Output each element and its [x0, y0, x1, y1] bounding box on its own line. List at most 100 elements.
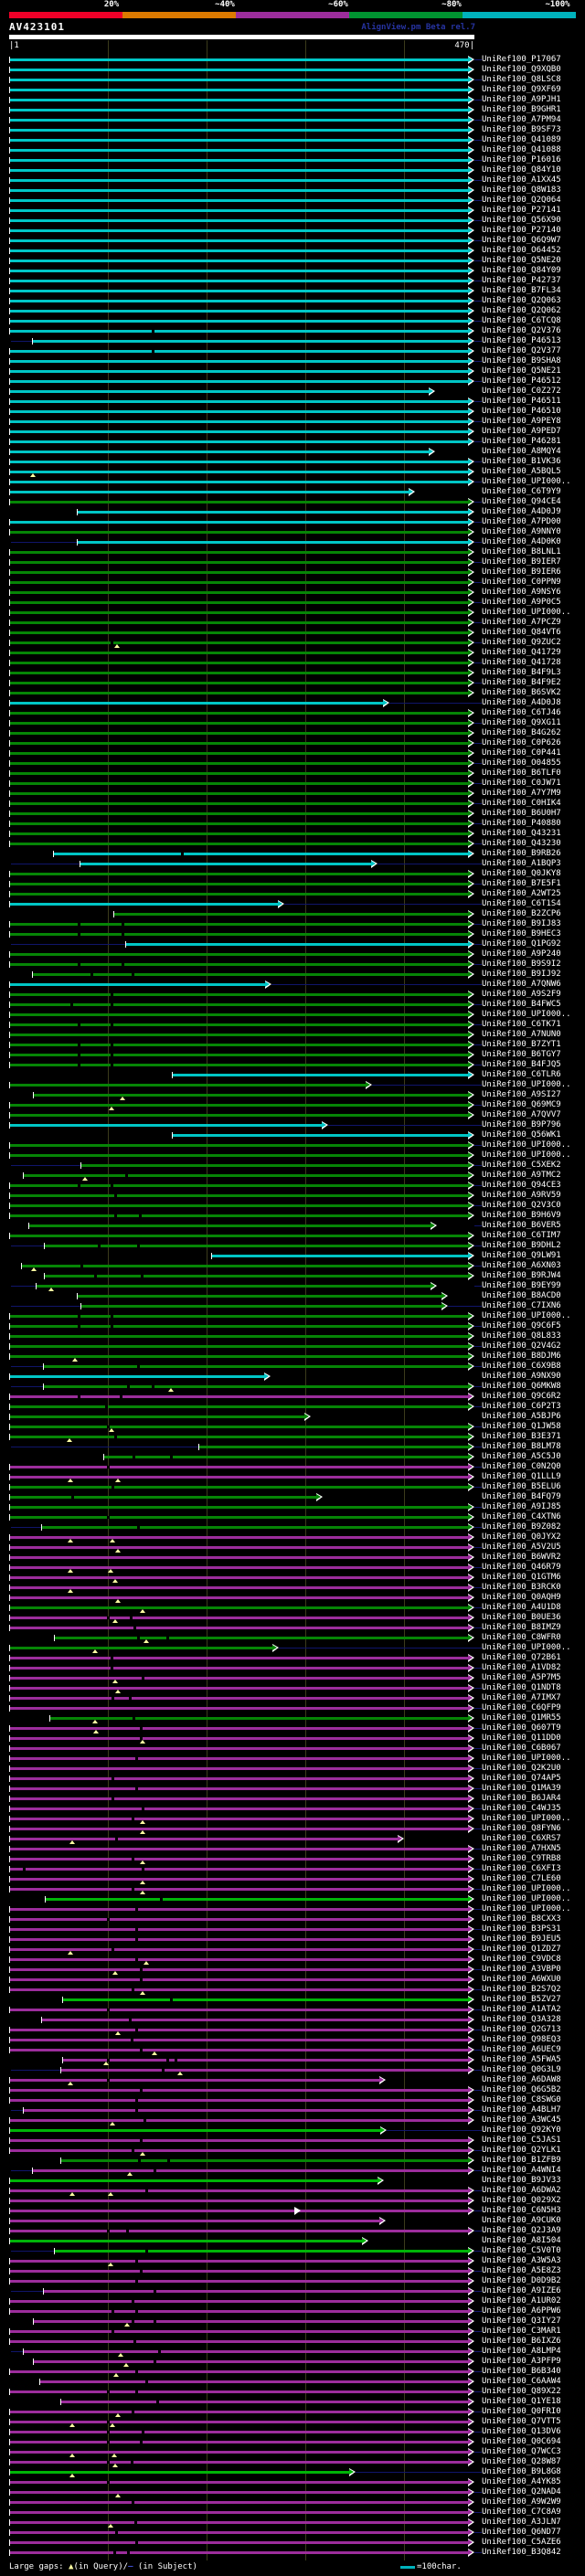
- subject-label[interactable]: UniRef100_Q13DV6: [482, 2427, 561, 2436]
- subject-label[interactable]: UniRef100_B7E5F1: [482, 879, 561, 888]
- alignment-bar[interactable]: [10, 1647, 273, 1649]
- alignment-bar[interactable]: [10, 2230, 469, 2232]
- subject-label[interactable]: UniRef100_B9Z082: [482, 1522, 561, 1532]
- subject-label[interactable]: UniRef100_Q5NE21: [482, 366, 561, 376]
- alignment-bar[interactable]: [10, 1978, 469, 1981]
- alignment-bar[interactable]: [10, 621, 469, 624]
- subject-label[interactable]: UniRef100_Q3A328: [482, 2015, 561, 2024]
- alignment-bar[interactable]: [10, 802, 469, 805]
- alignment-bar[interactable]: [10, 883, 469, 885]
- subject-label[interactable]: UniRef100_B3E371: [482, 1432, 561, 1441]
- alignment-bar[interactable]: [10, 843, 469, 845]
- subject-label[interactable]: UniRef100_Q41089: [482, 135, 561, 144]
- alignment-bar[interactable]: [33, 340, 469, 343]
- alignment-bar[interactable]: [10, 2551, 469, 2554]
- subject-label[interactable]: UniRef100_A1BQP3: [482, 859, 561, 868]
- alignment-bar[interactable]: [10, 1848, 469, 1850]
- subject-label[interactable]: UniRef100_C6TJ46: [482, 708, 561, 717]
- subject-label[interactable]: UniRef100_B4G262: [482, 728, 561, 737]
- alignment-bar[interactable]: [40, 2380, 469, 2383]
- alignment-bar[interactable]: [10, 742, 469, 745]
- subject-label[interactable]: UniRef100_A9PJH1: [482, 95, 561, 104]
- alignment-bar[interactable]: [10, 1335, 469, 1338]
- alignment-bar[interactable]: [10, 420, 469, 423]
- alignment-bar[interactable]: [10, 310, 469, 313]
- alignment-bar[interactable]: [78, 1295, 442, 1298]
- subject-label[interactable]: UniRef100_B1VK36: [482, 457, 561, 466]
- alignment-bar[interactable]: [173, 1134, 469, 1137]
- subject-label[interactable]: UniRef100_B8LM78: [482, 1442, 561, 1451]
- alignment-bar[interactable]: [45, 1245, 469, 1247]
- alignment-bar[interactable]: [10, 1315, 469, 1318]
- subject-label[interactable]: UniRef100_A3W5A3: [482, 2256, 561, 2265]
- subject-label[interactable]: UniRef100_A1XX45: [482, 175, 561, 185]
- alignment-bar[interactable]: [10, 1828, 469, 1830]
- alignment-bar[interactable]: [10, 461, 469, 463]
- alignment-bar[interactable]: [10, 280, 469, 282]
- alignment-bar[interactable]: [24, 2350, 469, 2353]
- subject-label[interactable]: UniRef100_Q9C6R2: [482, 1392, 561, 1401]
- alignment-bar[interactable]: [10, 209, 469, 212]
- alignment-bar[interactable]: [10, 662, 469, 664]
- alignment-bar[interactable]: [10, 370, 469, 373]
- alignment-bar[interactable]: [10, 159, 469, 162]
- alignment-bar[interactable]: [10, 1355, 469, 1358]
- subject-label[interactable]: UniRef100_B7ZYT1: [482, 1040, 561, 1049]
- subject-label[interactable]: UniRef100_P46511: [482, 397, 561, 406]
- subject-label[interactable]: UniRef100_C6T1S4: [482, 899, 561, 908]
- subject-label[interactable]: UniRef100_C5XEK2: [482, 1161, 561, 1170]
- subject-label[interactable]: UniRef100_C0PPN9: [482, 578, 561, 587]
- subject-label[interactable]: UniRef100_Q0AQH9: [482, 1593, 561, 1602]
- alignment-bar[interactable]: [10, 2390, 469, 2393]
- subject-label[interactable]: UniRef100_Q2Q063: [482, 296, 561, 305]
- subject-label[interactable]: UniRef100_C7IXN6: [482, 1301, 561, 1310]
- subject-label[interactable]: UniRef100_A7NUN0: [482, 1030, 561, 1039]
- alignment-bar[interactable]: [10, 561, 469, 564]
- alignment-bar[interactable]: [10, 1928, 469, 1931]
- alignment-bar[interactable]: [10, 2009, 469, 2011]
- subject-label[interactable]: UniRef100_B1ZFB9: [482, 2156, 561, 2165]
- subject-label[interactable]: UniRef100_C8SWG0: [482, 2095, 561, 2104]
- subject-label[interactable]: UniRef100_B9P796: [482, 1120, 561, 1129]
- subject-label[interactable]: UniRef100_P46510: [482, 407, 561, 416]
- alignment-bar[interactable]: [10, 1988, 469, 1991]
- subject-label[interactable]: UniRef100_Q41729: [482, 648, 561, 657]
- subject-label[interactable]: UniRef100_A3VBP0: [482, 1965, 561, 1974]
- alignment-bar[interactable]: [24, 2109, 469, 2112]
- subject-label[interactable]: UniRef100_A3WC45: [482, 2115, 561, 2125]
- subject-label[interactable]: UniRef100_UPI000..: [482, 1311, 571, 1320]
- subject-label[interactable]: UniRef100_Q1NDT8: [482, 1683, 561, 1692]
- alignment-bar[interactable]: [33, 2169, 469, 2172]
- alignment-bar[interactable]: [10, 832, 469, 835]
- subject-label[interactable]: UniRef100_Q1LLL9: [482, 1472, 561, 1481]
- subject-label[interactable]: UniRef100_Q43231: [482, 829, 561, 838]
- subject-label[interactable]: UniRef100_A5V2U5: [482, 1542, 561, 1552]
- subject-label[interactable]: UniRef100_B9L8G8: [482, 2467, 561, 2476]
- alignment-bar[interactable]: [10, 993, 469, 996]
- subject-label[interactable]: UniRef100_Q2V3C0: [482, 1201, 561, 1210]
- subject-label[interactable]: UniRef100_B9IJ92: [482, 970, 561, 979]
- subject-label[interactable]: UniRef100_B6U0H7: [482, 809, 561, 818]
- subject-label[interactable]: UniRef100_B9IJ83: [482, 919, 561, 928]
- subject-label[interactable]: UniRef100_B4FWC5: [482, 1000, 561, 1009]
- alignment-bar[interactable]: [10, 1797, 469, 1800]
- alignment-bar[interactable]: [10, 2531, 469, 2534]
- alignment-bar[interactable]: [10, 1838, 399, 1840]
- subject-label[interactable]: UniRef100_B8ACD0: [482, 1291, 561, 1300]
- alignment-bar[interactable]: [10, 1536, 469, 1539]
- alignment-bar[interactable]: [10, 1677, 469, 1680]
- alignment-bar[interactable]: [10, 2200, 469, 2202]
- alignment-bar[interactable]: [61, 2159, 469, 2162]
- subject-label[interactable]: UniRef100_A4D0J8: [482, 698, 561, 707]
- subject-label[interactable]: UniRef100_O64452: [482, 246, 561, 255]
- subject-label[interactable]: UniRef100_Q56WK1: [482, 1130, 561, 1140]
- alignment-bar[interactable]: [34, 2360, 469, 2363]
- alignment-bar[interactable]: [10, 189, 469, 192]
- alignment-bar[interactable]: [10, 1506, 469, 1509]
- subject-label[interactable]: UniRef100_Q2V4G2: [482, 1341, 561, 1351]
- subject-label[interactable]: UniRef100_C6XRS7: [482, 1834, 561, 1843]
- subject-label[interactable]: UniRef100_B6B340: [482, 2367, 561, 2376]
- alignment-bar[interactable]: [10, 99, 469, 101]
- subject-label[interactable]: UniRef100_B6SVK2: [482, 688, 561, 697]
- subject-label[interactable]: UniRef100_C6P2T3: [482, 1402, 561, 1411]
